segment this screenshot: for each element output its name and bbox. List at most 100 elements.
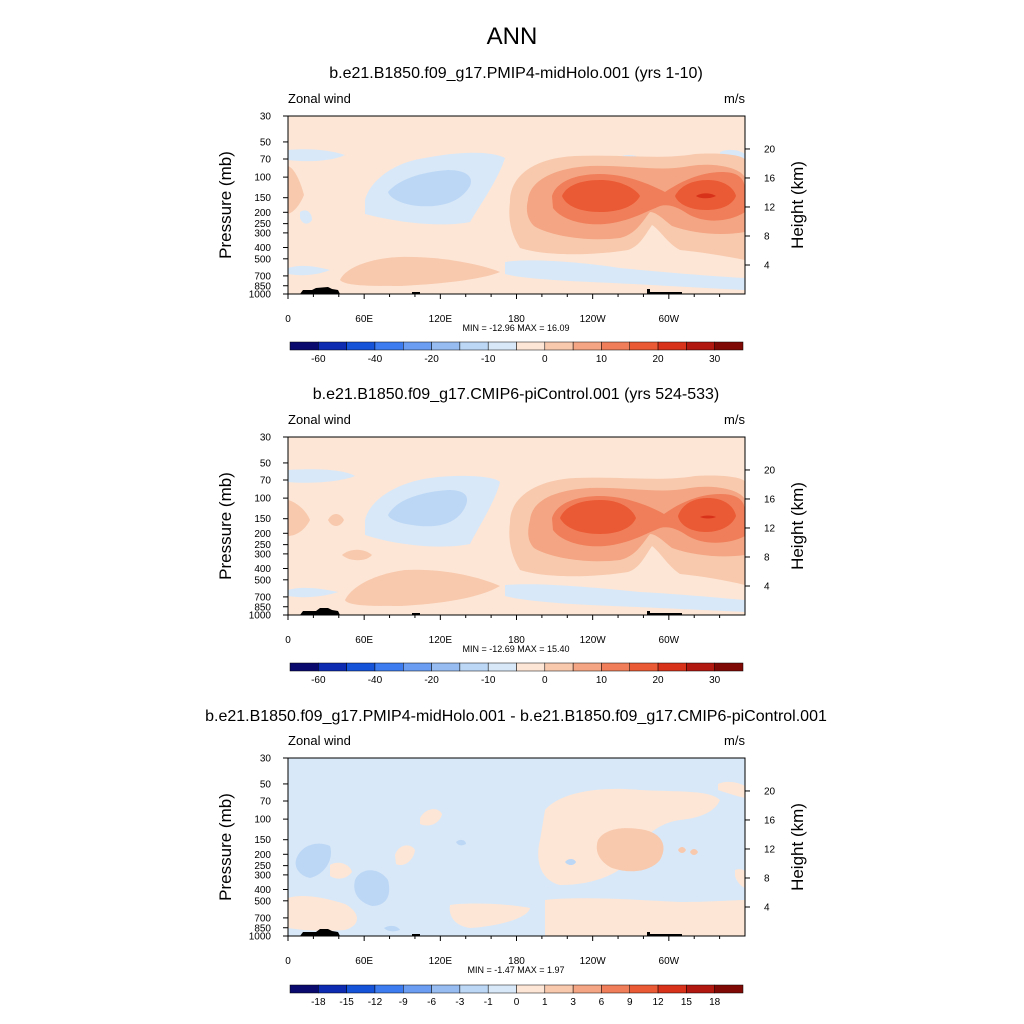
colorbar-swatch [714,341,744,351]
colorbar-label: 6 [599,997,605,1008]
panel-1-units-label: m/s [724,91,745,106]
colorbar-label: -10 [481,675,496,686]
colorbar-label: -12 [368,997,383,1008]
colorbar-swatch [572,341,602,351]
panel-2-minmax: MIN = -12.69 MAX = 15.40 [462,644,569,654]
colorbar-label: -10 [481,354,496,365]
colorbar-swatch [431,341,461,351]
lon-tick-label: 0 [285,635,291,646]
pressure-tick-label: 400 [254,564,271,575]
pressure-tick-label: 150 [254,193,271,204]
colorbar-swatch [374,662,404,672]
colorbar-label: -20 [424,675,439,686]
colorbar-label: -6 [427,997,436,1008]
colorbar-label: -1 [484,997,493,1008]
pressure-tick-label: 50 [260,458,272,469]
height-tick-label: 4 [764,260,770,271]
panel-2-title: b.e21.B1850.f09_g17.CMIP6-piControl.001 … [313,386,719,403]
colorbar-label: 18 [709,997,721,1008]
height-tick-label: 4 [764,902,770,913]
panel-1-title: b.e21.B1850.f09_g17.PMIP4-midHolo.001 (y… [329,65,703,82]
panel-3-variable-label: Zonal wind [288,733,351,748]
pressure-tick-label: 200 [254,208,271,219]
panel-1-minmax: MIN = -12.96 MAX = 16.09 [462,323,569,333]
pressure-tick-label: 150 [254,835,271,846]
height-tick-label: 20 [764,144,776,155]
colorbar-swatch [686,984,715,994]
colorbar-label: -3 [455,997,464,1008]
lon-tick-label: 120E [429,956,453,967]
colorbar-swatch [289,662,319,672]
colorbar-swatch [686,662,715,672]
panel-1: b.e21.B1850.f09_g17.PMIP4-midHolo.001 (y… [216,65,807,365]
lon-tick-label: 180 [508,635,525,646]
height-tick-label: 16 [764,494,776,505]
colorbar-label: -40 [368,354,383,365]
pressure-tick-label: 500 [254,896,271,907]
colorbar-swatch [459,662,489,672]
colorbar-swatch [318,984,347,994]
colorbar-label: -20 [424,354,439,365]
pressure-tick-label: 30 [260,754,272,765]
panel-1-contour-field [288,116,745,294]
pressure-tick-label: 700 [254,592,271,603]
pressure-tick-label: 400 [254,885,271,896]
lon-tick-label: 120E [429,314,453,325]
height-tick-label: 4 [764,581,770,592]
height-tick-label: 8 [764,873,770,884]
panel-2-colorbar: -60 -40 -20 -10 0 10 20 30 [289,662,744,686]
colorbar-label: -18 [311,997,326,1008]
colorbar-swatch [318,662,347,672]
colorbar-swatch [516,984,546,994]
colorbar-swatch [516,662,546,672]
colorbar-label: 10 [596,354,608,365]
colorbar-swatch [487,341,517,351]
pressure-tick-label: 70 [260,797,272,808]
colorbar-swatch [544,341,574,351]
colorbar-swatch [346,341,376,351]
colorbar-label: -15 [339,997,354,1008]
pressure-tick-label: 400 [254,243,271,254]
panel-2: b.e21.B1850.f09_g17.CMIP6-piControl.001 … [216,386,807,686]
lon-tick-label: 0 [285,956,291,967]
colorbar-swatch [686,341,715,351]
colorbar-swatch [318,341,347,351]
colorbar-swatch [544,984,574,994]
colorbar-label: 30 [709,354,721,365]
pressure-tick-label: 850 [254,602,271,613]
height-tick-label: 8 [764,231,770,242]
pressure-tick-label: 200 [254,850,271,861]
pressure-tick-label: 700 [254,271,271,282]
pressure-tick-label: 500 [254,254,271,265]
colorbar-label: 3 [570,997,576,1008]
lon-tick-label: 120W [580,635,607,646]
colorbar-swatch [487,984,517,994]
pressure-tick-label: 1000 [249,611,272,622]
panel-2-variable-label: Zonal wind [288,412,351,427]
panel-2-contour-field [288,437,745,615]
height-tick-label: 16 [764,173,776,184]
pressure-tick-label: 250 [254,219,271,230]
panel-2-units-label: m/s [724,412,745,427]
panel-1-variable-label: Zonal wind [288,91,351,106]
lon-tick-label: 0 [285,314,291,325]
pressure-tick-label: 300 [254,228,271,239]
panel-3-contour-field [288,758,745,936]
height-tick-label: 12 [764,523,776,534]
pressure-tick-label: 1000 [249,932,272,943]
colorbar-label: 20 [653,354,665,365]
colorbar-swatch [346,984,376,994]
panel-1-colorbar: -60 -40 -20 -10 0 10 20 30 [289,341,744,365]
height-tick-label: 12 [764,844,776,855]
panel-3-minmax: MIN = -1.47 MAX = 1.97 [467,965,564,975]
pressure-tick-label: 300 [254,870,271,881]
pressure-tick-label: 150 [254,514,271,525]
panel-3-colorbar: -18 -15 -12 -9 -6 -3 -1 0 1 3 6 9 12 15 18 [289,984,744,1008]
colorbar-label: 10 [596,675,608,686]
height-tick-label: 8 [764,552,770,563]
lon-tick-label: 120W [580,956,607,967]
colorbar-swatch [657,662,687,672]
